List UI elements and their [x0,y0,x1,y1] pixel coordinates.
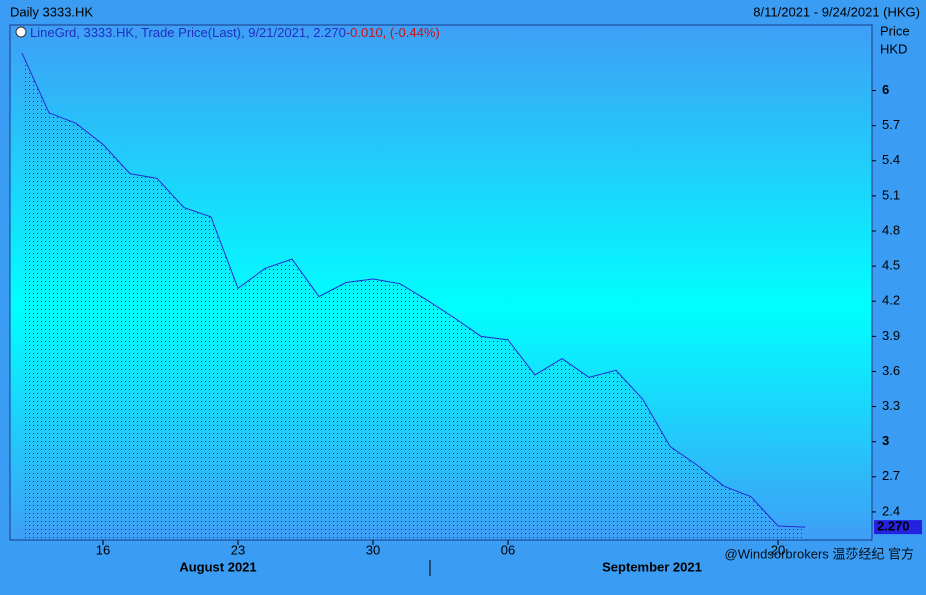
y-tick-label: 6 [882,82,889,97]
y-tick-label: 5.7 [882,117,900,132]
y-tick-label: 2.7 [882,468,900,483]
y-tick-label: 3 [882,433,889,448]
legend-text: LineGrd, 3333.HK, Trade Price(Last), 9/2… [30,25,346,40]
watermark: @Windsorbrokers 温莎经纪 官方 [725,546,914,561]
legend-change: -0.010, (-0.44%) [346,25,440,40]
legend: LineGrd, 3333.HK, Trade Price(Last), 9/2… [30,25,440,40]
y-axis-label: HKD [880,41,907,56]
y-tick-label: 2.4 [882,503,900,518]
x-tick-label: 30 [366,542,380,557]
month-label: August 2021 [179,559,256,574]
price-line [21,52,806,528]
x-tick-label: 16 [96,542,110,557]
last-price-box [874,520,922,535]
x-tick-label: 06 [501,542,515,557]
x-tick-label: 20 [771,542,785,557]
date-range: 8/11/2021 - 9/24/2021 (HKG) [753,4,920,19]
y-tick-label: 4.5 [882,258,900,273]
x-tick-label: 23 [231,542,245,557]
y-tick-label: 3.6 [882,363,900,378]
y-tick-label: 3.9 [882,328,900,343]
y-tick-label: 5.1 [882,187,900,202]
y-tick-label: 4.8 [882,222,900,237]
y-tick-label: 3.3 [882,398,900,413]
chart-title: Daily 3333.HK [10,4,93,19]
y-tick-label: 4.2 [882,293,900,308]
last-price-label: 2.270 [877,519,910,534]
month-label: September 2021 [602,559,702,574]
legend-icon [15,26,27,38]
y-axis-label: Price [880,23,910,38]
y-tick-label: 5.4 [882,152,900,167]
area-fill [22,53,805,540]
